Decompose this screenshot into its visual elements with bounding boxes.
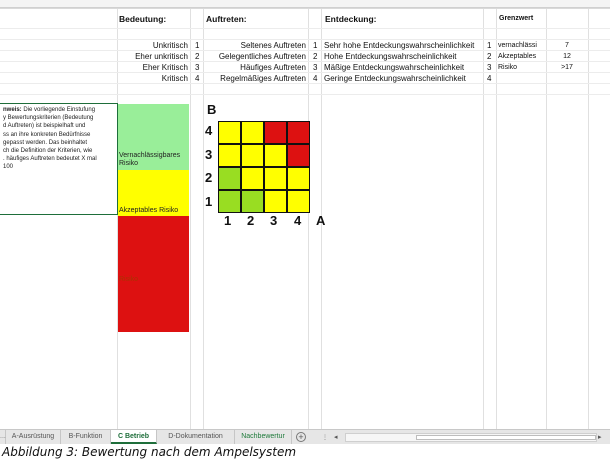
bedeutung-cell[interactable]: Unkritisch <box>152 41 188 50</box>
sheet-tab-bar: ... A-Ausrüstung B-Funktion C Betrieb D-… <box>0 429 610 444</box>
entdeckung-cell[interactable]: Sehr hohe Entdeckungswahrscheinlichkeit <box>324 41 475 50</box>
bedeutung-cell[interactable]: Eher unkritisch <box>135 52 188 61</box>
grenz-value[interactable]: 7 <box>565 42 569 49</box>
matrix-cell[interactable] <box>287 121 310 144</box>
matrix-cell[interactable] <box>287 144 310 167</box>
scroll-left-icon[interactable]: ◂ <box>334 434 338 441</box>
matrix-y-tick: 4 <box>205 123 213 138</box>
entdeckung-num[interactable]: 4 <box>487 74 492 83</box>
matrix-cell[interactable] <box>264 144 287 167</box>
matrix-cell[interactable] <box>241 144 264 167</box>
figure-caption: Abbildung 3: Bewertung nach dem Ampelsys… <box>2 445 297 459</box>
tab-d-dokumentation[interactable]: D-Dokumentation <box>157 430 235 444</box>
note-line: . häufiges Auftreten bedeutet X mal <box>3 156 97 163</box>
auftreten-num[interactable]: 1 <box>313 41 318 50</box>
bedeutung-num[interactable]: 3 <box>195 63 200 72</box>
scroll-more-icon[interactable]: ⋮ <box>322 435 328 441</box>
note-line: ss an ihre konkreten Bedürfnisse <box>3 131 91 138</box>
entdeckung-num[interactable]: 1 <box>487 41 492 50</box>
tab-a-ausruestung[interactable]: A-Ausrüstung <box>6 430 61 444</box>
bedeutung-num[interactable]: 2 <box>195 52 200 61</box>
auftreten-cell[interactable]: Gelegentliches Auftreten <box>218 52 306 61</box>
matrix-cell[interactable] <box>241 121 264 144</box>
grenz-label[interactable]: Risiko <box>498 64 518 71</box>
spreadsheet-grid[interactable]: Bedeutung: Auftreten: Entdeckung: Grenzw… <box>0 0 610 430</box>
bedeutung-cell[interactable]: Kritisch <box>161 74 188 83</box>
column-header-strip <box>0 0 610 8</box>
risk-band-green[interactable]: Vernachlässigbares Risiko <box>118 104 189 170</box>
entdeckung-num[interactable]: 2 <box>487 52 492 61</box>
matrix-cell[interactable] <box>264 190 287 213</box>
matrix-cell[interactable] <box>287 167 310 190</box>
matrix-cell[interactable] <box>264 121 287 144</box>
entdeckung-cell[interactable]: Hohe Entdeckungswahrscheinlichkeit <box>324 52 457 61</box>
matrix-cell[interactable] <box>218 190 241 213</box>
matrix-cell[interactable] <box>287 190 310 213</box>
scroll-right-icon[interactable]: ▸ <box>598 434 602 441</box>
matrix-y-tick: 3 <box>205 147 213 162</box>
note-line: Die vorliegende Einstufung <box>21 107 96 113</box>
bedeutung-num[interactable]: 4 <box>195 74 200 83</box>
tab-b-funktion[interactable]: B-Funktion <box>61 430 111 444</box>
note-line: 100 <box>3 164 14 171</box>
matrix-y-tick: 1 <box>205 194 213 209</box>
bedeutung-num[interactable]: 1 <box>195 41 200 50</box>
matrix-cell[interactable] <box>241 167 264 190</box>
note-bold: nweis: <box>3 107 22 113</box>
matrix-cell[interactable] <box>241 190 264 213</box>
auftreten-num[interactable]: 3 <box>313 63 318 72</box>
auftreten-cell[interactable]: Häufiges Auftreten <box>240 63 306 72</box>
risk-band-label: Risiko <box>119 276 139 283</box>
note-line: gepasst werden. Das beinhaltet <box>3 139 88 146</box>
horizontal-scrollbar[interactable] <box>345 433 597 442</box>
matrix-x-tick: 3 <box>270 213 278 228</box>
matrix-cell[interactable] <box>218 121 241 144</box>
tab-overflow[interactable]: ... <box>0 430 6 444</box>
header-entdeckung: Entdeckung: <box>325 14 377 24</box>
matrix-x-tick: 2 <box>247 213 255 228</box>
header-grenzwert: Grenzwert <box>499 15 534 22</box>
note-line: d Auftreten) ist beispielhaft und <box>3 123 86 130</box>
grenz-label[interactable]: Akzeptables <box>498 53 537 60</box>
header-bedeutung: Bedeutung: <box>119 14 167 24</box>
risk-band-label: Akzeptables Risiko <box>119 207 179 214</box>
risk-band-label: Vernachlässigbares Risiko <box>119 152 181 167</box>
tab-nachbewertung[interactable]: Nachbewertur <box>235 430 292 444</box>
matrix-x-tick: 1 <box>224 213 232 228</box>
note-line: y Bewertungskriterien (Bedeutung <box>3 115 94 122</box>
grenz-label[interactable]: vernachlässi <box>498 42 537 49</box>
matrix-x-tick: 4 <box>294 213 302 228</box>
entdeckung-cell[interactable]: Geringe Entdeckungswahrscheinlichkeit <box>324 74 466 83</box>
auftreten-num[interactable]: 2 <box>313 52 318 61</box>
note-line: ch die Definition der Kriterien, wie <box>3 148 93 155</box>
note-textbox[interactable]: nweis: Die vorliegende Einstufung y Bewe… <box>0 103 118 215</box>
risk-band-yellow[interactable]: Akzeptables Risiko <box>118 170 189 216</box>
matrix-cell[interactable] <box>218 144 241 167</box>
scrollbar-thumb[interactable] <box>416 435 596 440</box>
matrix-cell[interactable] <box>264 167 287 190</box>
matrix-x-axis-label: A <box>316 213 326 228</box>
auftreten-num[interactable]: 4 <box>313 74 318 83</box>
matrix-y-axis-label: B <box>207 102 217 117</box>
matrix-cell[interactable] <box>218 167 241 190</box>
auftreten-cell[interactable]: Seltenes Auftreten <box>240 41 306 50</box>
tab-c-betrieb[interactable]: C Betrieb <box>111 430 157 444</box>
plus-circle-icon[interactable]: + <box>296 432 306 442</box>
grenz-value[interactable]: 12 <box>563 53 571 60</box>
bedeutung-cell[interactable]: Eher Kritisch <box>142 63 188 72</box>
risk-band-red[interactable]: Risiko <box>118 216 189 332</box>
entdeckung-num[interactable]: 3 <box>487 63 492 72</box>
matrix-y-tick: 2 <box>205 170 213 185</box>
auftreten-cell[interactable]: Regelmäßiges Auftreten <box>220 74 306 83</box>
grenz-value[interactable]: >17 <box>561 64 573 71</box>
entdeckung-cell[interactable]: Mäßige Entdeckungswahrscheinlichkeit <box>324 63 465 72</box>
header-auftreten: Auftreten: <box>206 14 247 24</box>
